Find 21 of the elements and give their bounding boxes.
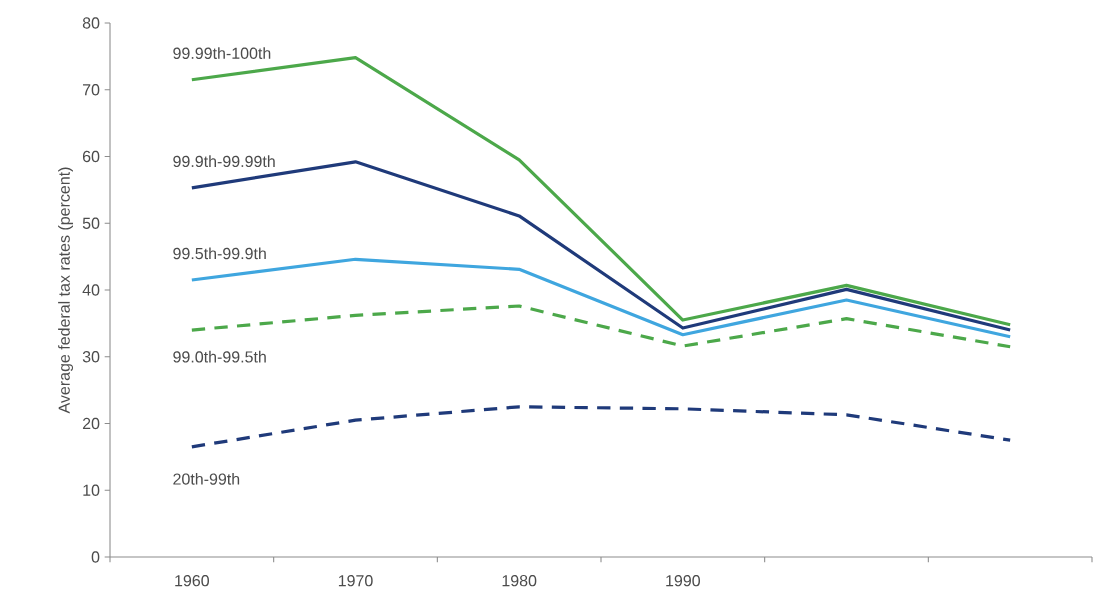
line-series xyxy=(190,405,1012,449)
x-tick-label: 1990 xyxy=(666,575,701,587)
y-axis-title: Average federal tax rates (percent) xyxy=(58,167,74,414)
x-tick-label: 1960 xyxy=(175,575,210,587)
y-tick-label: 20 xyxy=(82,417,100,430)
y-tick-label: 60 xyxy=(82,150,100,163)
series-label: 20th-99th xyxy=(173,472,240,485)
x-tick-label: 1970 xyxy=(338,575,373,587)
y-tick-label: 50 xyxy=(82,217,100,229)
y-tick-label: 30 xyxy=(82,351,100,363)
series-label: 99.99th-100th xyxy=(173,47,271,59)
series-label: 99.9th-99.99th xyxy=(173,155,275,168)
series-label: 99.0th-99.5th xyxy=(173,350,266,363)
y-tick-label: 70 xyxy=(82,84,100,96)
y-tick-label: 0 xyxy=(91,551,100,563)
y-tick-label: 80 xyxy=(82,17,100,29)
line-series xyxy=(190,304,1012,349)
series-label: 99.5th-99.9th xyxy=(173,247,266,260)
y-tick-label: 10 xyxy=(83,484,100,496)
x-tick-label: 1980 xyxy=(502,575,537,587)
y-tick-label: 40 xyxy=(82,284,100,296)
